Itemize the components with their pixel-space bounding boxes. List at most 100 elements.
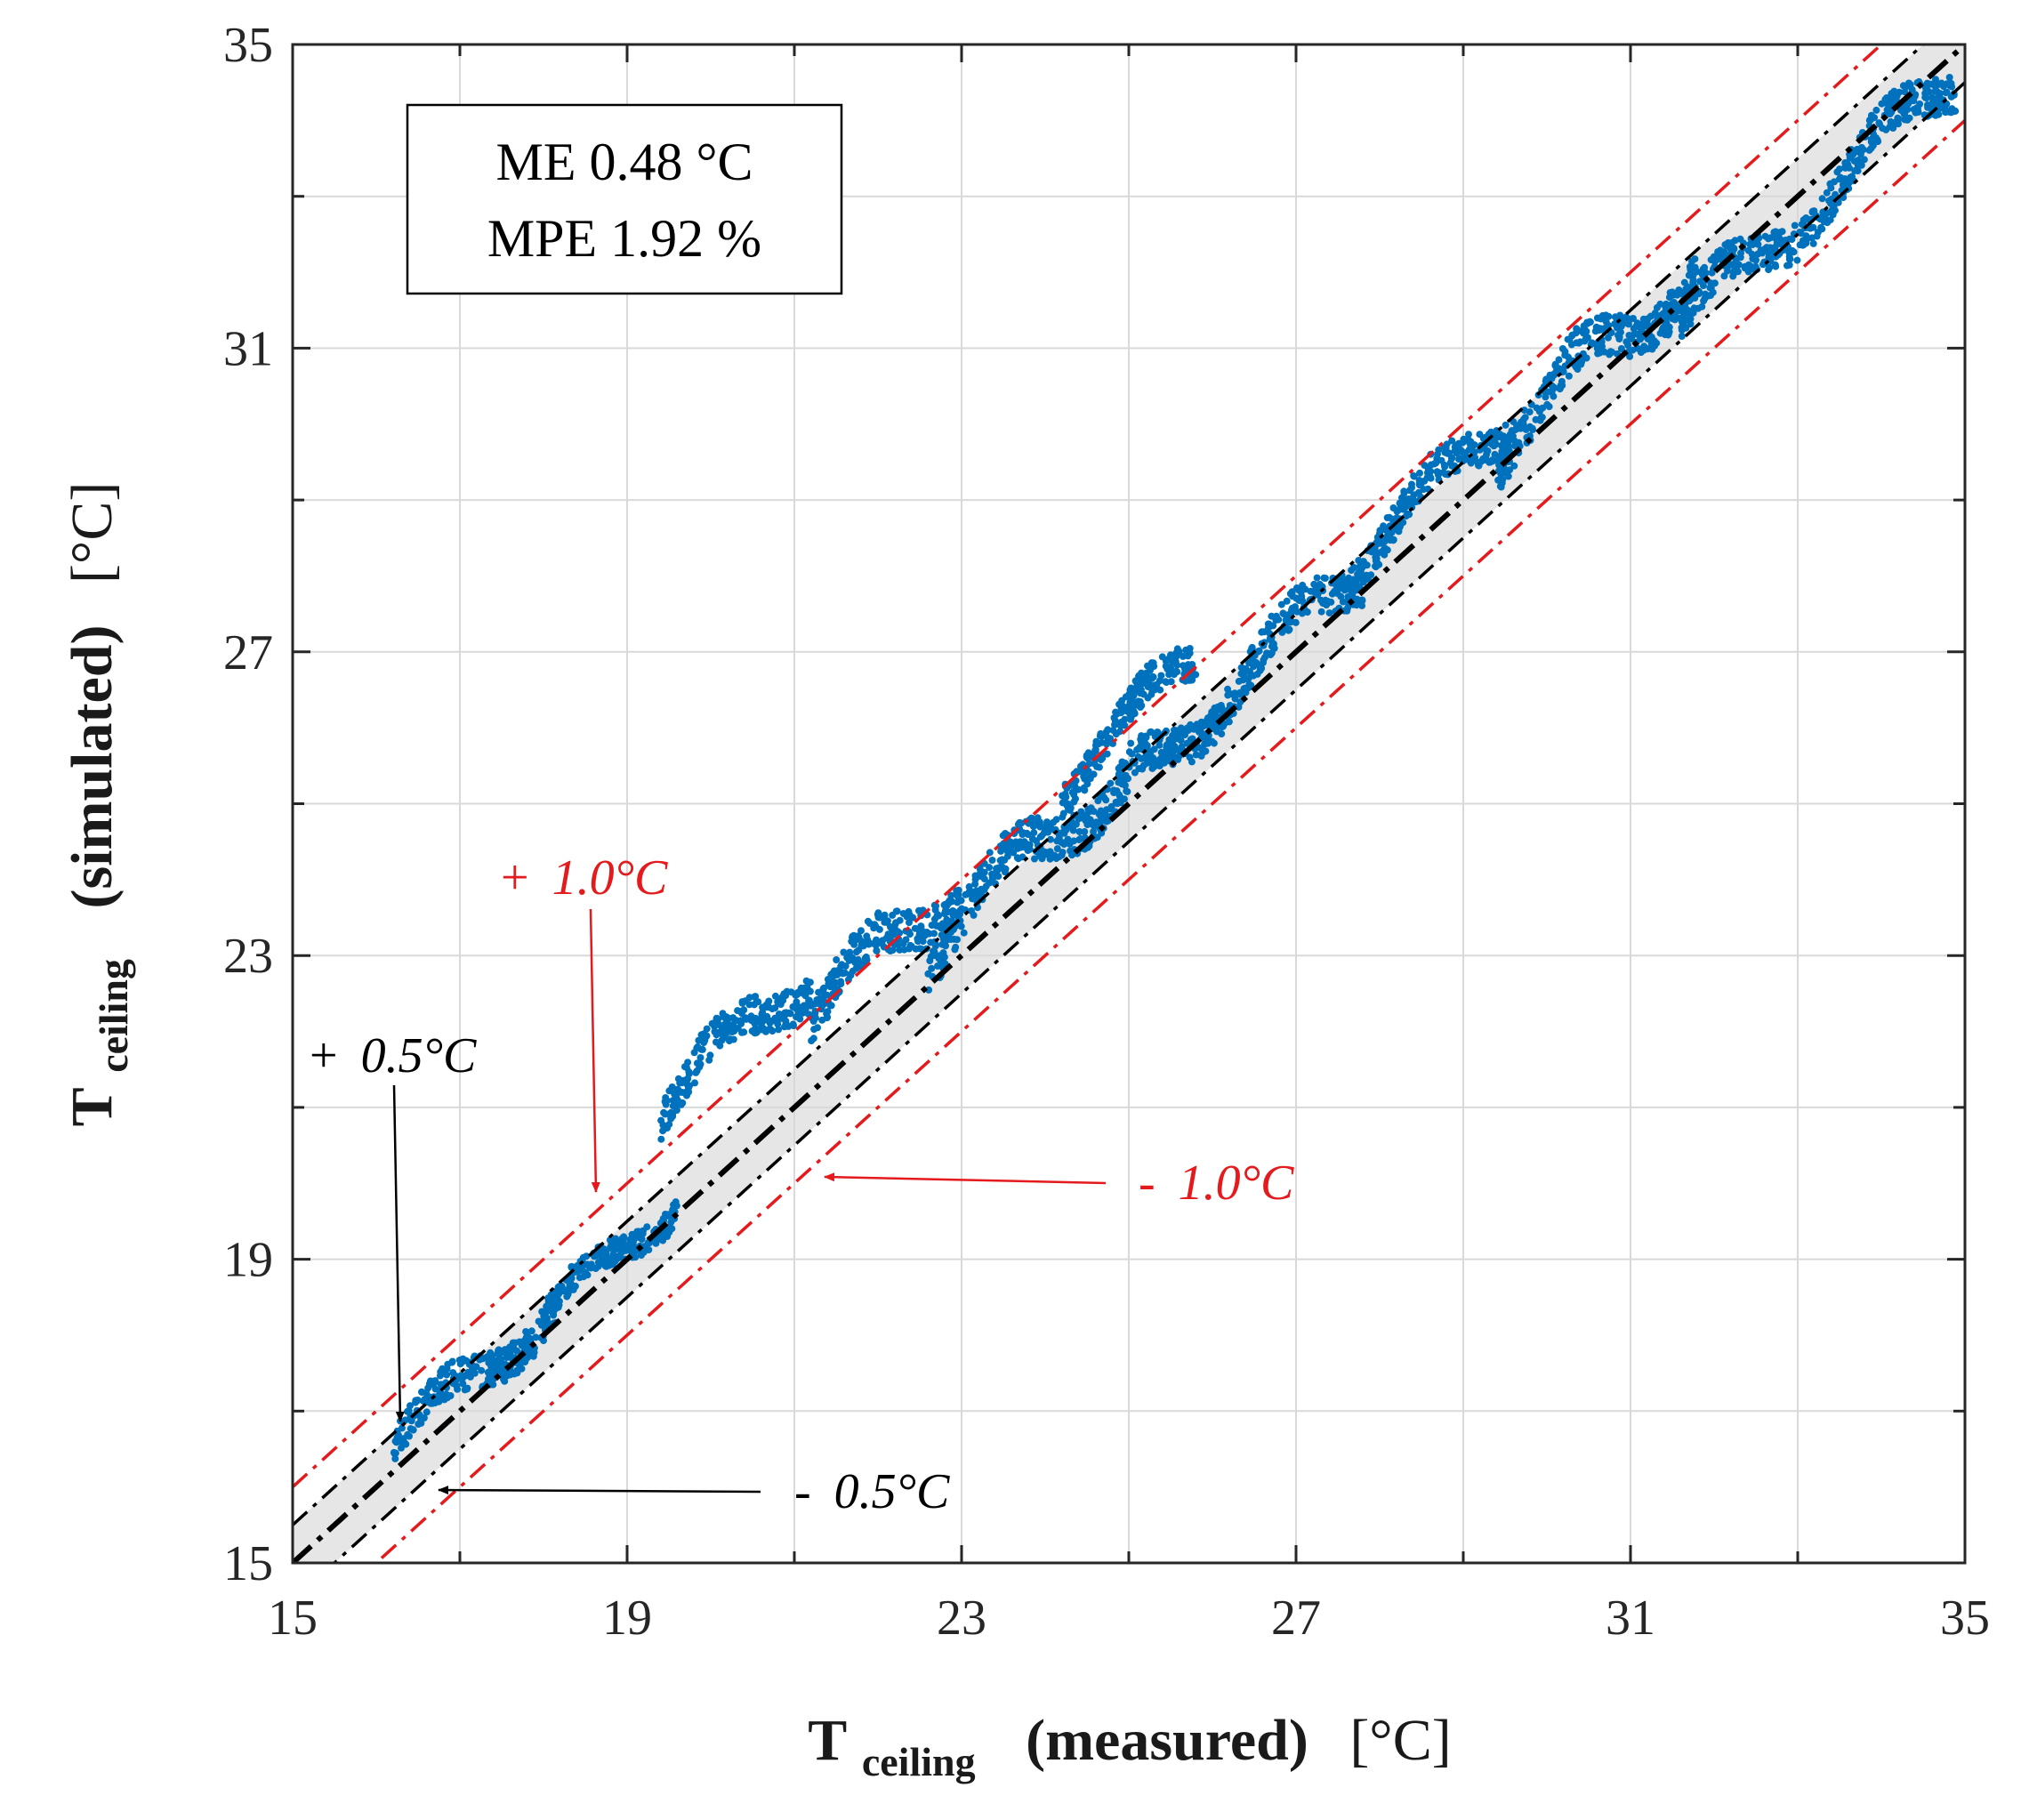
- axis-ticks: [291, 43, 1967, 1565]
- scatter-point: [1659, 324, 1667, 332]
- scatter-point: [1297, 588, 1305, 596]
- scatter-point: [1754, 240, 1762, 248]
- scatter-point: [1680, 278, 1688, 286]
- scatter-point: [930, 952, 938, 959]
- scatter-point: [1264, 620, 1272, 628]
- scatter-point: [800, 1002, 808, 1010]
- scatter-point: [1886, 101, 1894, 109]
- scatter-point: [1127, 715, 1134, 723]
- scatter-point: [1730, 245, 1738, 253]
- scatter-point: [925, 986, 933, 994]
- y-axis-title-sub: ceiling: [91, 959, 136, 1073]
- scatter-point: [1699, 282, 1707, 290]
- scatter-point: [808, 1037, 816, 1044]
- scatter-point: [1665, 328, 1673, 335]
- scatter-point: [858, 927, 865, 935]
- y-tick-label: 31: [223, 321, 273, 376]
- scatter-point: [1423, 469, 1431, 477]
- scatter-point: [740, 1006, 748, 1014]
- scatter-point: [391, 1454, 399, 1462]
- scatter-point: [500, 1349, 508, 1357]
- scatter-point: [1488, 440, 1496, 448]
- scatter-point: [417, 1414, 425, 1422]
- scatter-point: [1325, 609, 1333, 617]
- scatter-point: [823, 991, 831, 999]
- scatter-point: [555, 1289, 563, 1297]
- scatter-point: [1112, 730, 1120, 738]
- scatter-point: [1173, 668, 1181, 676]
- scatter-point: [437, 1368, 445, 1376]
- scatter-point: [1844, 182, 1852, 190]
- scatter-point: [1785, 253, 1793, 261]
- scatter-point: [1131, 709, 1139, 717]
- scatter-point: [1095, 810, 1103, 818]
- scatter-point: [917, 922, 925, 930]
- scatter-point: [1380, 537, 1388, 545]
- scatter-point: [1510, 437, 1518, 445]
- scatter-point: [751, 993, 759, 1001]
- scatter-point: [1470, 448, 1478, 456]
- scatter-point: [1754, 250, 1762, 258]
- scatter-point: [1657, 311, 1665, 319]
- scatter-point: [1080, 770, 1088, 778]
- scatter-point: [1499, 475, 1507, 483]
- scatter-point: [1761, 232, 1769, 240]
- arrow-minus-1: [824, 1172, 1107, 1185]
- scatter-point: [713, 1031, 721, 1039]
- scatter-point: [1107, 735, 1115, 743]
- scatter-point: [1855, 160, 1863, 168]
- scatter-point: [941, 909, 949, 917]
- scatter-point: [1298, 609, 1306, 617]
- stats-me: ME 0.48 °C: [495, 133, 753, 191]
- scatter-point: [495, 1363, 503, 1371]
- scatter-point: [1127, 739, 1135, 747]
- scatter-point: [1598, 338, 1606, 346]
- scatter-point: [542, 1321, 550, 1329]
- scatter-point: [737, 1019, 745, 1027]
- scatter-point: [1695, 304, 1702, 312]
- scatter-point: [814, 1024, 821, 1032]
- scatter-point: [972, 887, 980, 895]
- scatter-point: [931, 942, 939, 950]
- scatter-point: [928, 964, 936, 972]
- scatter-point: [1169, 658, 1176, 666]
- scatter-point: [1066, 806, 1074, 814]
- scatter-point: [1565, 372, 1573, 380]
- scatter-point: [1001, 856, 1009, 864]
- scatter-point: [691, 1079, 698, 1087]
- scatter-point: [1521, 414, 1529, 422]
- scatter-point: [463, 1371, 471, 1379]
- scatter-point: [1511, 426, 1519, 434]
- scatter-point: [425, 1380, 433, 1388]
- scatter-point: [1615, 323, 1623, 331]
- scatter-point: [769, 1027, 777, 1035]
- scatter-point: [1132, 683, 1140, 691]
- scatter-point: [1469, 457, 1477, 464]
- scatter-point: [900, 946, 908, 954]
- scatter-point: [1193, 721, 1201, 729]
- scatter-point: [1841, 159, 1849, 166]
- scatter-point: [554, 1303, 562, 1311]
- scatter-point: [742, 1015, 750, 1023]
- scatter-point: [1217, 702, 1225, 709]
- scatter-point: [1720, 248, 1728, 256]
- scatter-point: [1075, 836, 1083, 844]
- scatter-point: [1278, 628, 1286, 636]
- scatter-point: [1533, 404, 1541, 412]
- scatter-point: [1070, 798, 1078, 806]
- scatter-point: [1583, 334, 1591, 342]
- scatter-point: [817, 1005, 825, 1013]
- scatter-point: [1625, 332, 1633, 339]
- y-tick-label: 23: [223, 929, 273, 984]
- scatter-point: [873, 947, 881, 954]
- scatter-point: [1606, 348, 1614, 356]
- scatter-point: [1277, 600, 1285, 608]
- x-axis-title: T ceiling (measured) [°C]: [808, 1708, 1451, 1789]
- scatter-point: [1923, 85, 1931, 93]
- scatter-point: [1090, 819, 1098, 827]
- scatter-point: [810, 1000, 818, 1008]
- scatter-point: [1746, 240, 1754, 248]
- scatter-point: [1150, 745, 1158, 753]
- scatter-point: [1810, 207, 1818, 215]
- scatter-point: [1698, 270, 1706, 278]
